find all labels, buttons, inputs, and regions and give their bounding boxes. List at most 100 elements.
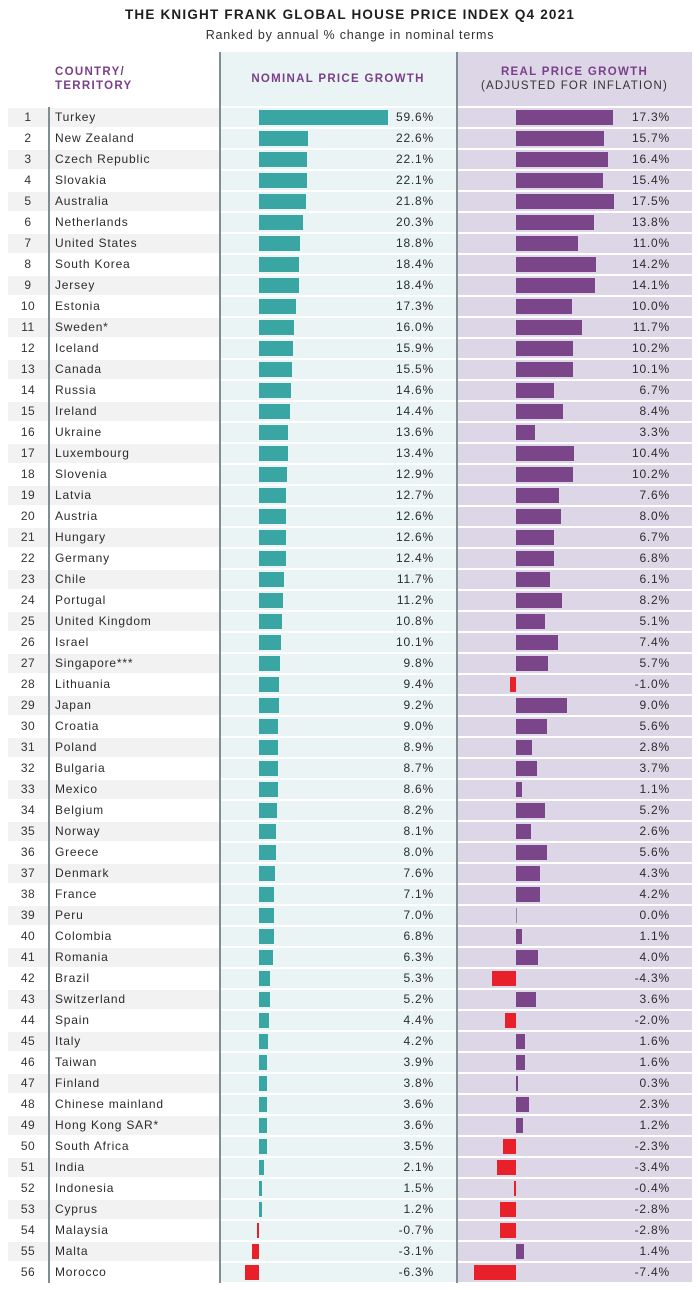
- real-cell-background: [457, 1074, 692, 1093]
- nominal-cell-background: [220, 822, 456, 841]
- real-bar: [516, 698, 567, 713]
- nominal-cell-background: [220, 906, 456, 925]
- table-row: 33 Mexico 8.6% 1.1%: [0, 779, 700, 800]
- country-label: Croatia: [55, 719, 100, 733]
- nominal-bar: [259, 866, 276, 881]
- real-value-label: 4.3%: [639, 866, 670, 880]
- rank-label: 17: [20, 446, 36, 460]
- nominal-value-label: 20.3%: [395, 215, 434, 229]
- rank-label: 49: [20, 1118, 36, 1132]
- nominal-value-label: 12.6%: [395, 509, 434, 523]
- real-bar: [516, 593, 563, 608]
- country-label: Russia: [55, 383, 97, 397]
- nominal-value-label: 9.8%: [403, 656, 434, 670]
- nominal-bar: [259, 257, 299, 272]
- row-background: [8, 360, 219, 379]
- real-bar: [516, 1034, 525, 1049]
- real-cell-background: [457, 486, 692, 505]
- nominal-bar: [259, 614, 283, 629]
- country-label: Indonesia: [55, 1181, 115, 1195]
- rank-label: 45: [20, 1034, 36, 1048]
- nominal-cell-background: [220, 1200, 456, 1219]
- real-bar: [516, 215, 594, 230]
- real-bar: [516, 761, 537, 776]
- rank-label: 21: [20, 530, 36, 544]
- real-bar: [516, 110, 614, 125]
- row-background: [8, 1032, 219, 1051]
- nominal-value-label: 22.6%: [395, 131, 434, 145]
- nominal-bar: [259, 1118, 267, 1133]
- real-cell-background: [457, 864, 692, 883]
- real-value-label: 13.8%: [631, 215, 670, 229]
- row-background: [8, 1116, 219, 1135]
- real-value-label: -2.3%: [634, 1139, 670, 1153]
- nominal-value-label: 12.7%: [395, 488, 434, 502]
- real-cell-background: [457, 948, 692, 967]
- real-bar: [503, 1139, 516, 1154]
- rank-label: 12: [20, 341, 36, 355]
- nominal-value-label: 14.4%: [395, 404, 434, 418]
- nominal-bar: [259, 551, 286, 566]
- table-row: 2 New Zealand 22.6% 15.7%: [0, 128, 700, 149]
- nominal-value-label: 17.3%: [395, 299, 434, 313]
- nominal-cell-background: [220, 759, 456, 778]
- country-label: United States: [55, 236, 138, 250]
- nominal-bar: [259, 110, 388, 125]
- nominal-cell-background: [220, 969, 456, 988]
- row-background: [8, 234, 219, 253]
- nominal-value-label: 16.0%: [395, 320, 434, 334]
- real-cell-background: [457, 759, 692, 778]
- real-bar: [516, 572, 551, 587]
- nominal-value-label: 3.9%: [403, 1055, 434, 1069]
- rank-label: 22: [20, 551, 36, 565]
- country-label: Singapore***: [55, 656, 134, 670]
- real-value-label: 17.5%: [631, 194, 670, 208]
- real-value-label: 1.2%: [639, 1118, 670, 1132]
- nominal-value-label: 15.5%: [395, 362, 434, 376]
- row-background: [8, 276, 219, 295]
- nominal-cell-background: [220, 1263, 456, 1282]
- nominal-bar: [259, 1076, 268, 1091]
- nominal-value-label: 22.1%: [395, 173, 434, 187]
- nominal-bar: [257, 1223, 259, 1238]
- real-cell-background: [457, 570, 692, 589]
- rank-label: 6: [24, 215, 32, 229]
- nominal-value-label: 8.0%: [403, 845, 434, 859]
- table-row: 15 Ireland 14.4% 8.4%: [0, 401, 700, 422]
- nominal-bar: [259, 1013, 269, 1028]
- nominal-cell-background: [220, 948, 456, 967]
- real-value-label: -2.8%: [634, 1223, 670, 1237]
- rank-label: 1: [24, 110, 32, 124]
- country-label: Poland: [55, 740, 98, 754]
- real-value-label: 11.7%: [632, 320, 670, 334]
- nominal-bar: [259, 719, 279, 734]
- nominal-bar: [259, 887, 275, 902]
- real-bar: [516, 614, 545, 629]
- header-nominal: NOMINAL PRICE GROWTH: [220, 52, 456, 106]
- real-bar: [504, 1013, 516, 1028]
- country-label: Peru: [55, 908, 84, 922]
- real-cell-background: [457, 1116, 692, 1135]
- rank-label: 28: [20, 677, 36, 691]
- rank-label: 16: [20, 425, 36, 439]
- rank-label: 37: [20, 866, 36, 880]
- real-bar: [491, 971, 516, 986]
- table-row: 55 Malta -3.1% 1.4%: [0, 1241, 700, 1262]
- nominal-bar: [259, 488, 287, 503]
- table-row: 40 Colombia 6.8% 1.1%: [0, 926, 700, 947]
- row-background: [8, 654, 219, 673]
- country-label: Italy: [55, 1034, 82, 1048]
- real-value-label: 6.8%: [639, 551, 670, 565]
- country-label: Jersey: [55, 278, 96, 292]
- row-background: [8, 696, 219, 715]
- nominal-bar: [259, 572, 285, 587]
- nominal-cell-background: [220, 843, 456, 862]
- country-label: Iceland: [55, 341, 100, 355]
- real-value-label: 5.1%: [639, 614, 670, 628]
- table-row: 7 United States 18.8% 11.0%: [0, 233, 700, 254]
- real-bar: [516, 866, 541, 881]
- real-value-label: 14.1%: [631, 278, 670, 292]
- real-value-label: 15.7%: [631, 131, 670, 145]
- real-value-label: -7.4%: [634, 1265, 670, 1279]
- nominal-bar: [259, 425, 289, 440]
